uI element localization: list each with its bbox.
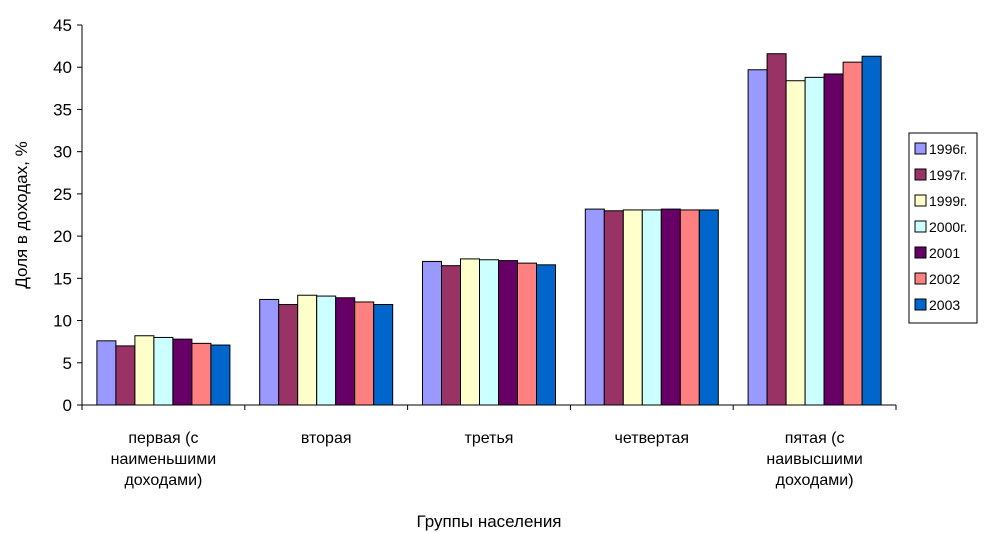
legend-swatch — [914, 246, 927, 259]
y-tick-label: 35 — [53, 100, 72, 119]
legend-swatch — [914, 168, 927, 181]
bar — [823, 73, 844, 406]
bar — [679, 209, 700, 406]
bar — [191, 342, 212, 406]
bar — [441, 265, 461, 406]
bar — [153, 336, 174, 406]
bar — [603, 210, 624, 406]
legend-swatch — [914, 220, 927, 233]
bar — [278, 304, 299, 406]
y-axis-title: Доля в доходах, % — [12, 141, 31, 288]
bar — [460, 258, 480, 406]
bar — [115, 345, 136, 406]
bar — [660, 208, 681, 406]
legend-label: 1997г. — [929, 167, 967, 183]
y-tick-label: 0 — [63, 396, 72, 415]
x-axis: первая (с наименьшими доходами) вторая треть… — [81, 404, 897, 489]
y-tick-label: 10 — [53, 312, 72, 331]
y-tick-label: 20 — [53, 227, 72, 246]
bar — [785, 80, 806, 406]
legend-label: 1999г. — [929, 193, 967, 209]
legend-label: 2001 — [929, 245, 960, 261]
bar — [335, 297, 356, 406]
bar — [766, 53, 787, 406]
legend-label: 2000г. — [929, 219, 967, 235]
legend-label: 1996г. — [929, 141, 967, 157]
y-tick-label: 40 — [53, 58, 72, 77]
bar — [861, 55, 882, 406]
x-category-label: первая (с наименьшими доходами) — [111, 430, 216, 489]
x-axis-title: Группы населения — [416, 512, 561, 531]
x-category-label: вторая — [301, 430, 352, 447]
y-tick-label: 45 — [53, 16, 72, 35]
bar — [373, 304, 394, 406]
legend: 1996г. 1997г. 1999г. 2000г. 2001 2002 2003 — [908, 132, 978, 324]
legend-swatch — [914, 272, 927, 285]
bar — [584, 208, 605, 406]
bar — [422, 260, 442, 406]
bar — [479, 259, 499, 406]
legend-swatch — [914, 194, 927, 207]
legend-swatch — [914, 142, 927, 155]
legend-label: 2002 — [929, 271, 960, 287]
bar — [622, 209, 643, 406]
bar — [210, 344, 231, 406]
legend-label: 2003 — [929, 297, 960, 313]
x-category-label: четвертая — [615, 430, 690, 447]
x-category-label: пятая (с наивысшими доходами) — [766, 430, 862, 489]
bar — [536, 264, 556, 406]
y-tick-label: 15 — [53, 269, 72, 288]
y-tick-label: 25 — [53, 185, 72, 204]
legend-swatch — [914, 298, 927, 311]
bar — [297, 294, 318, 406]
bar — [96, 340, 117, 406]
bar — [354, 301, 375, 406]
bar — [641, 209, 662, 406]
bar — [259, 298, 280, 406]
y-tick-label: 30 — [53, 143, 72, 162]
bar — [698, 209, 719, 406]
bar — [804, 76, 825, 406]
bar — [842, 61, 863, 406]
bar — [747, 69, 768, 406]
bar — [517, 262, 537, 406]
bar — [134, 335, 155, 406]
bar — [316, 295, 337, 406]
y-tick-label: 5 — [63, 354, 72, 373]
x-category-label: третья — [465, 430, 514, 447]
y-axis: 0 5 10 15 20 25 30 35 40 45 — [53, 16, 83, 415]
bar — [498, 260, 518, 406]
legend-box — [908, 132, 978, 324]
bar — [172, 338, 193, 406]
bars — [96, 53, 882, 406]
